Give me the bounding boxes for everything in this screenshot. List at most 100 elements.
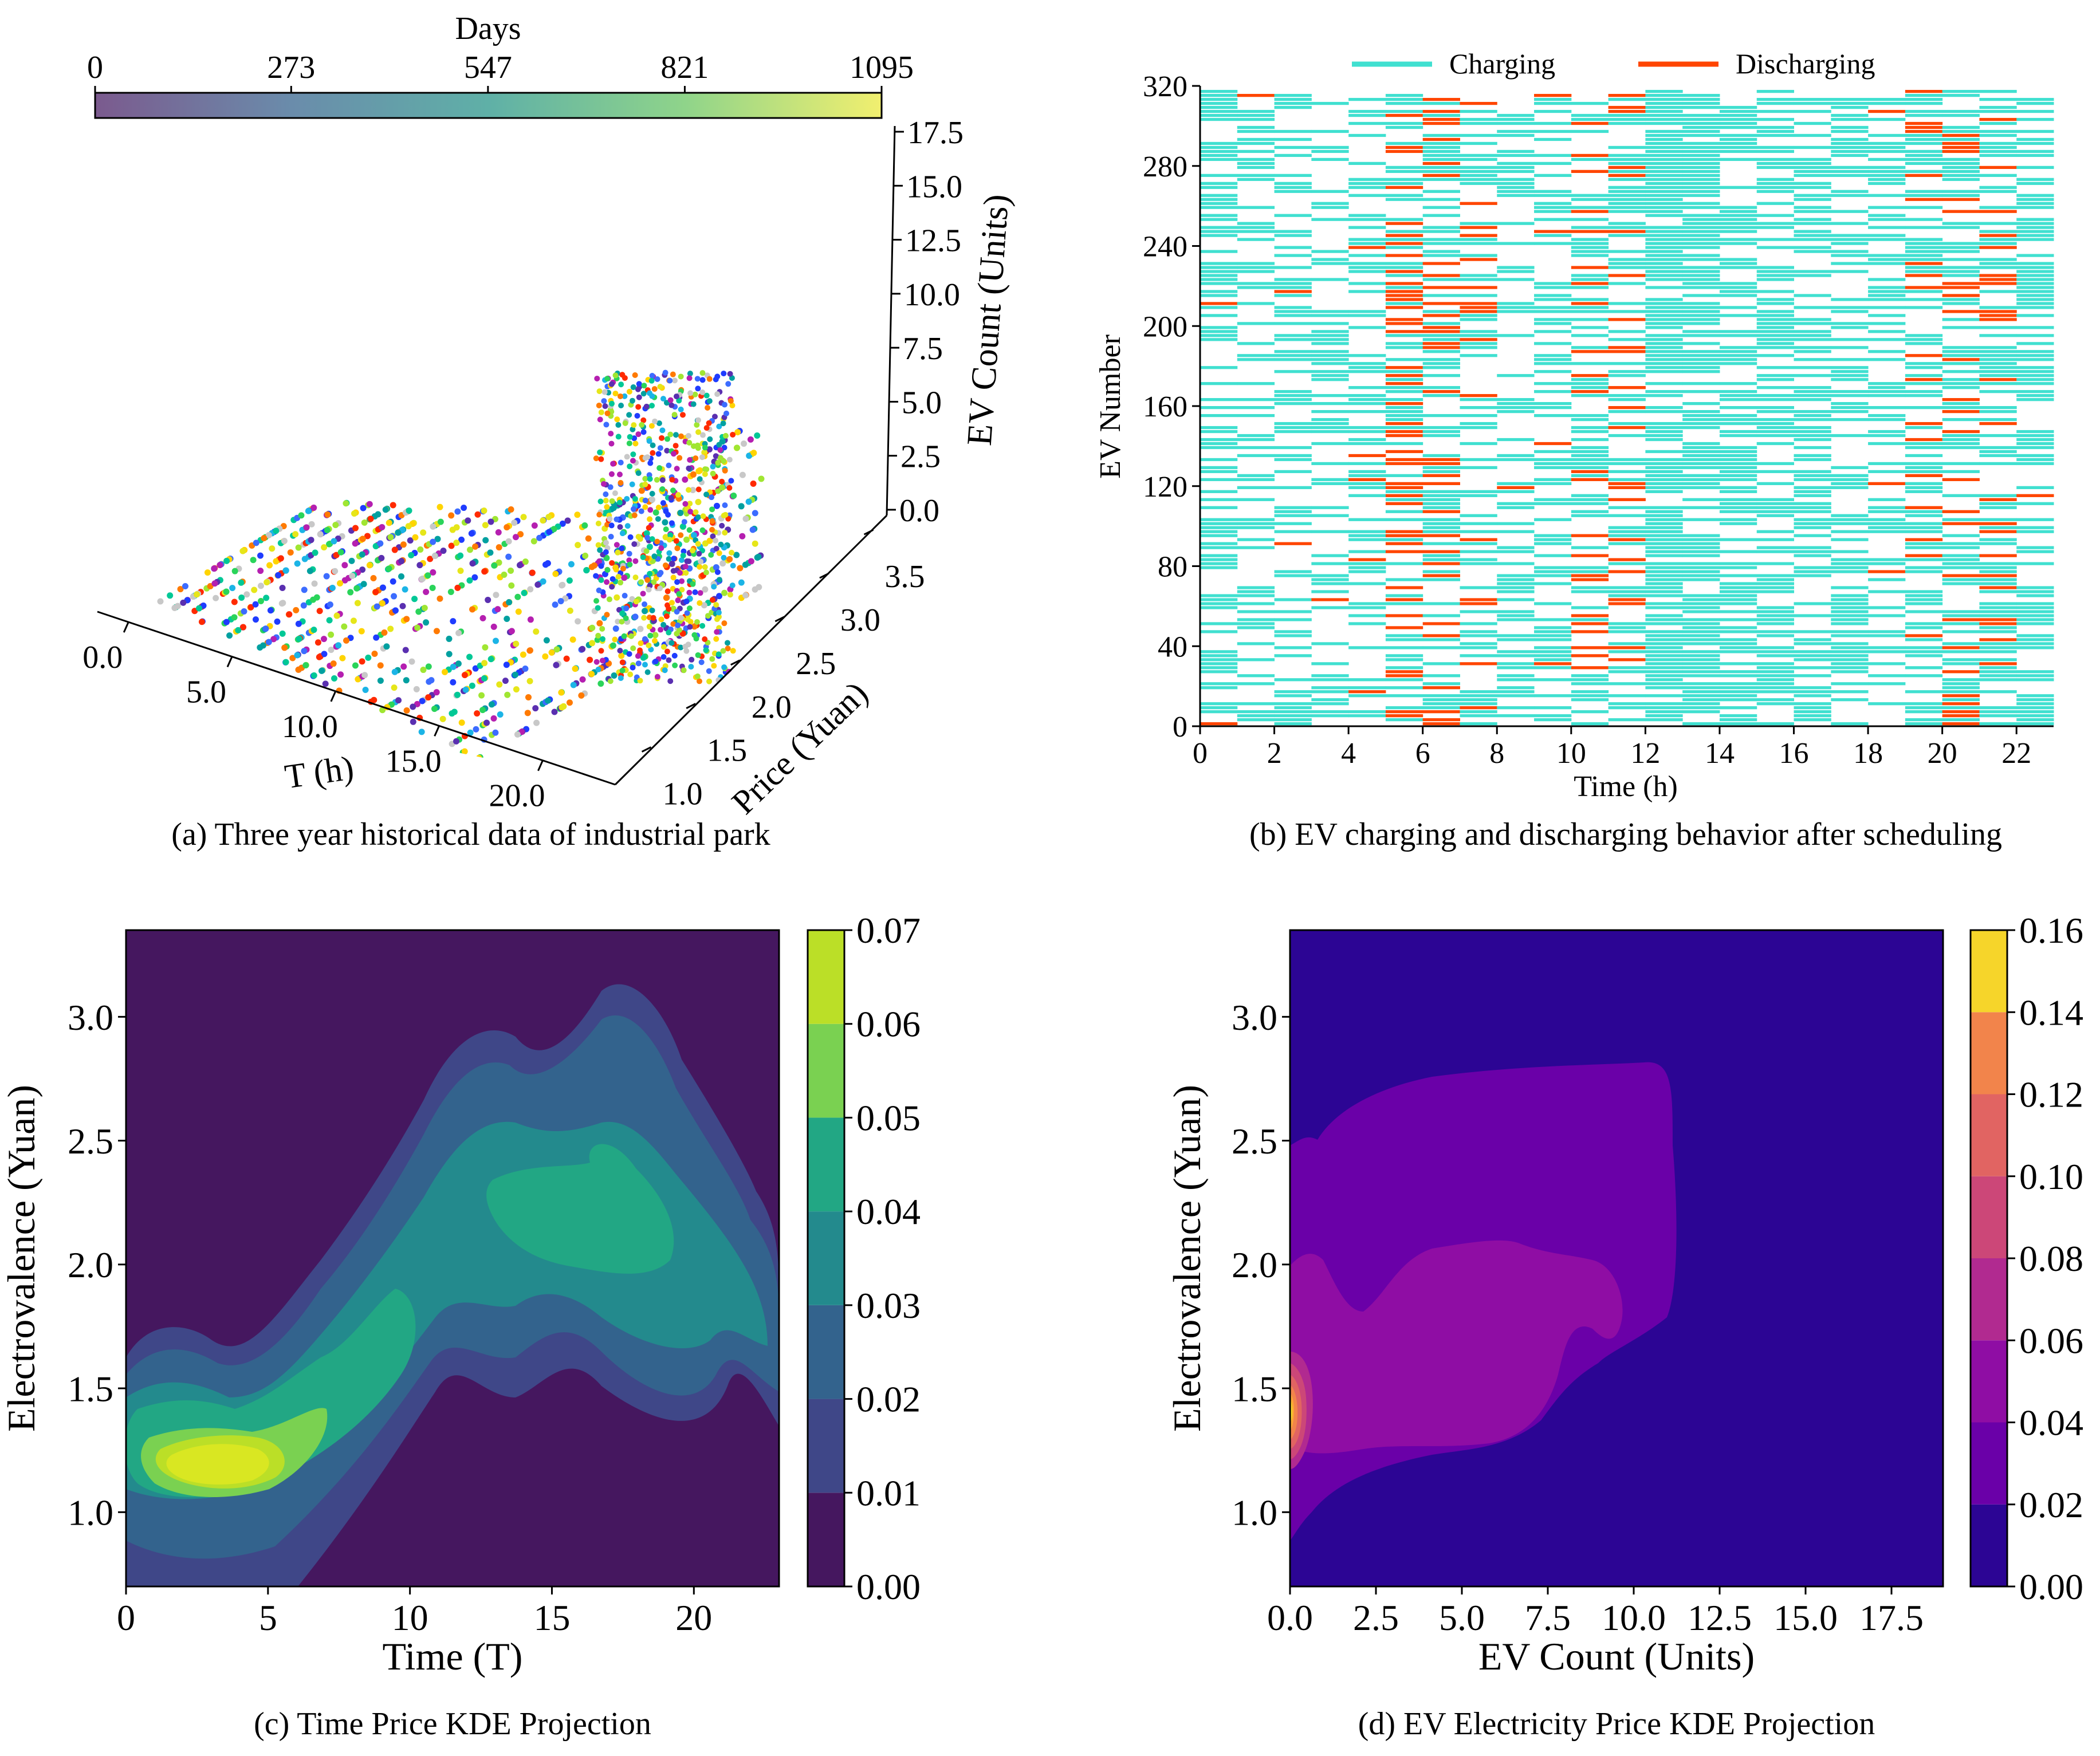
b-schedule-bar [1460,354,1497,357]
b-schedule-bar [1534,382,1572,385]
b-schedule-bar [1608,422,1646,426]
c-colorbar-tick-label: 0.05 [856,1097,921,1138]
b-schedule-bar [1682,474,1720,478]
b-schedule-bar [1645,714,1683,718]
a-scatter-point [649,403,655,409]
b-schedule-bar [1645,594,1683,597]
b-schedule-bar [1571,478,1609,482]
b-schedule-bar [2016,670,2054,674]
b-schedule-bar [1348,478,1386,482]
a-scatter-point [697,476,703,482]
a-scatter-point [597,547,603,553]
b-schedule-bar [1385,410,1423,414]
b-schedule-bar [1868,194,1906,197]
a-scatter-point [644,454,651,460]
b-schedule-bar [1868,442,1906,446]
b-schedule-bar [1719,406,1757,410]
b-schedule-bar [1682,458,1720,462]
a-scatter-point [281,644,288,651]
a-scatter-point [529,569,536,576]
b-schedule-bar [1942,714,1980,718]
a-scatter-point [595,666,601,672]
b-schedule-bar [1756,342,1795,345]
b-schedule-bar [1534,194,1572,197]
d-colorbar-tick-label: 0.12 [2019,1074,2083,1115]
b-schedule-bar [1682,650,1720,653]
a-scatter-point [295,544,302,551]
b-schedule-bar [1385,125,1423,129]
b-schedule-bar [1348,602,1386,605]
a-scatter-point [596,620,603,627]
b-schedule-bar [1682,234,1720,237]
b-schedule-bar [1422,414,1460,418]
a-scatter-point [317,531,324,538]
a-scatter-point [719,560,726,567]
b-schedule-bar [1200,558,1238,561]
b-schedule-bar [1200,89,1238,93]
b-schedule-bar [1942,286,1980,289]
b-schedule-bar [1682,542,1720,545]
b-legend-discharging-label: Discharging [1736,48,1875,80]
a-scatter-point [410,703,416,710]
b-schedule-bar [1311,202,1349,205]
b-schedule-bar [1645,490,1683,493]
b-schedule-bar [1905,190,1943,193]
b-schedule-bar [1422,330,1460,333]
b-schedule-bar [1348,354,1386,357]
a-scatter-point [360,581,367,588]
b-schedule-bar [1794,510,1831,513]
b-schedule-bar [1385,654,1423,657]
b-schedule-bar [1942,270,1980,273]
b-schedule-bar [1831,238,1869,241]
a-scatter-point [618,459,624,466]
d-x-ticks: 0.0 2.5 5.0 7.5 10.0 12.5 15.0 17.5 [1267,1586,1924,1638]
a-scatter-point [622,593,628,599]
a-scatter-point [739,533,746,540]
b-schedule-bar [1868,518,1906,521]
b-schedule-bar [1905,654,1943,657]
a-scatter-point [595,605,601,611]
b-schedule-bar [1756,182,1795,185]
a-scatter-point [604,612,610,618]
b-schedule-bar [1608,234,1646,237]
a-scatter-point [636,381,642,387]
b-schedule-bar [1682,550,1720,553]
a-scatter-point [624,454,630,460]
a-scatter-point [238,594,245,601]
a-scatter-point [301,556,308,562]
b-schedule-bar [1348,394,1386,397]
b-schedule-bar [1237,518,1275,521]
a-scatter-point [671,652,678,659]
a-scatter-point [656,420,662,426]
b-schedule-bar [1682,158,1720,162]
a-scatter-point [157,598,164,605]
a-scatter-point [719,484,726,491]
b-schedule-bar [1311,514,1349,517]
b-schedule-bar [1979,530,2017,533]
b-schedule-bar [1979,658,2017,662]
b-schedule-bar [1756,430,1795,434]
b-schedule-bar [1274,358,1312,361]
a-scatter-point [526,647,533,654]
b-schedule-bar [1979,542,2017,545]
a-scatter-point [713,545,719,552]
a-scatter-point [387,534,394,541]
a-scatter-point [352,540,359,547]
b-schedule-bar [1831,97,1869,101]
b-schedule-bar [1385,170,1423,173]
b-schedule-bar [2016,398,2054,401]
b-schedule-bar [1274,702,1312,706]
a-scatter-point [615,574,622,580]
b-schedule-bar [1534,518,1572,521]
b-y-tick-label: 280 [1143,151,1187,183]
b-schedule-bar [1756,538,1795,541]
b-schedule-bar [1979,554,2017,557]
b-x-tick-label: 22 [2001,737,2031,770]
b-schedule-bar [1200,105,1238,109]
c-y-ticks: 1.01.52.02.53.0 [68,997,126,1533]
b-schedule-bar [1868,306,1906,309]
b-schedule-bar [1608,274,1646,277]
b-schedule-bar [1460,562,1497,565]
b-schedule-bar [1534,318,1572,321]
b-schedule-bar [1534,450,1572,454]
